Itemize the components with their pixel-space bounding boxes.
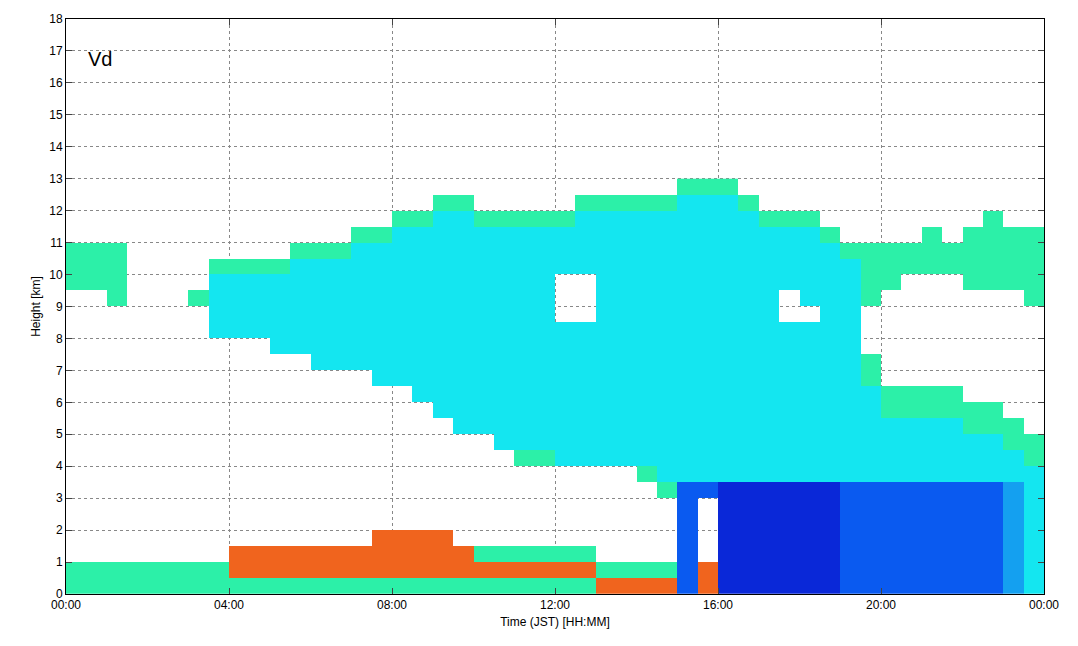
svg-text:08:00: 08:00: [377, 598, 407, 612]
svg-text:4: 4: [56, 459, 63, 473]
svg-text:0: 0: [56, 587, 63, 601]
svg-text:16:00: 16:00: [703, 598, 733, 612]
svg-text:6: 6: [56, 396, 63, 410]
svg-text:Height [km]: Height [km]: [29, 276, 43, 337]
svg-text:Time (JST) [HH:MM]: Time (JST) [HH:MM]: [500, 615, 610, 629]
svg-text:04:00: 04:00: [214, 598, 244, 612]
svg-text:9: 9: [56, 300, 63, 314]
svg-text:12: 12: [49, 204, 63, 218]
svg-text:5: 5: [56, 427, 63, 441]
svg-text:00:00: 00:00: [51, 598, 81, 612]
svg-text:15: 15: [49, 108, 63, 122]
svg-text:20:00: 20:00: [866, 598, 896, 612]
svg-text:7: 7: [56, 364, 63, 378]
svg-text:16: 16: [49, 76, 63, 90]
svg-text:1: 1: [56, 555, 63, 569]
svg-text:Vd: Vd: [88, 48, 112, 70]
svg-text:12:00: 12:00: [540, 598, 570, 612]
svg-text:17: 17: [49, 44, 63, 58]
svg-text:14: 14: [49, 140, 63, 154]
svg-text:13: 13: [49, 172, 63, 186]
svg-text:00:00: 00:00: [1029, 598, 1059, 612]
svg-text:18: 18: [49, 12, 63, 26]
svg-text:3: 3: [56, 491, 63, 505]
svg-text:8: 8: [56, 332, 63, 346]
svg-text:2: 2: [56, 523, 63, 537]
svg-text:10: 10: [49, 268, 63, 282]
svg-text:11: 11: [50, 236, 63, 250]
